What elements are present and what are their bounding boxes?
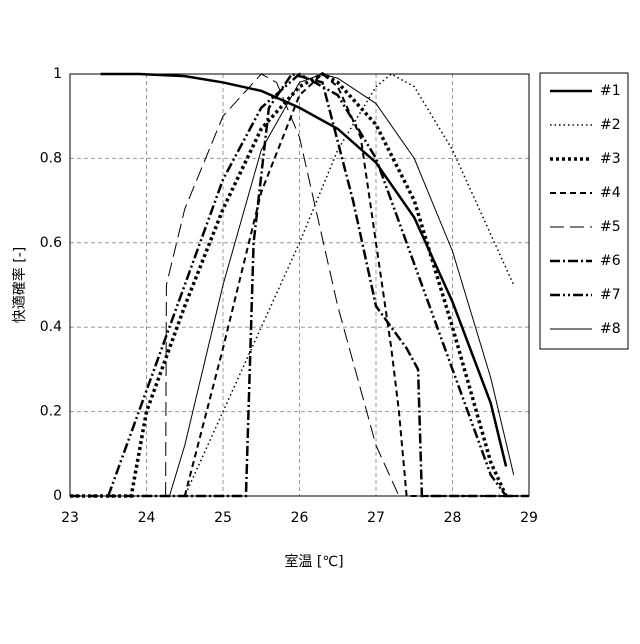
y-tick-label: 0 — [53, 488, 62, 504]
x-tick-label: 29 — [520, 510, 538, 526]
chart: 室温 [℃] 快適確率 [-] 23 24 25 26 27 28 29 0 0.2 0.4 0.6… — [0, 0, 640, 640]
legend-label: #1 — [600, 83, 621, 99]
legend-label: #4 — [600, 185, 621, 201]
y-tick-label: 0.2 — [40, 404, 62, 420]
y-tick-label: 0.4 — [40, 319, 62, 335]
x-tick-label: 28 — [444, 510, 462, 526]
y-tick-label: 1 — [53, 66, 62, 82]
legend-label: #3 — [600, 151, 621, 167]
x-tick-label: 23 — [61, 510, 79, 526]
y-tick-label: 0.6 — [40, 235, 62, 251]
x-tick-label: 27 — [367, 510, 385, 526]
legend-label: #2 — [600, 117, 621, 133]
legend — [540, 73, 628, 349]
y-tick-label: 0.8 — [40, 150, 62, 166]
y-axis-label: 快適確率 [-] — [11, 247, 28, 323]
legend-label: #6 — [600, 253, 621, 269]
legend-label: #5 — [600, 219, 621, 235]
x-tick-label: 24 — [138, 510, 156, 526]
x-axis-label: 室温 [℃] — [284, 553, 343, 570]
x-tick-label: 25 — [214, 510, 232, 526]
x-tick-label: 26 — [291, 510, 309, 526]
legend-label: #7 — [600, 287, 621, 303]
legend-label: #8 — [600, 321, 621, 337]
